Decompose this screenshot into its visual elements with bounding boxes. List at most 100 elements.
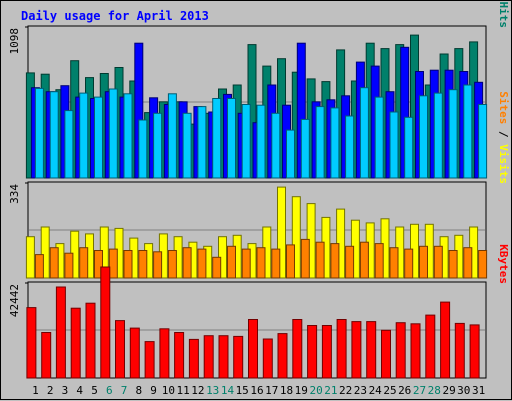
- ytick-label-hits-files-pages: 1098: [8, 28, 21, 55]
- bar-kbytes-7: [115, 320, 125, 379]
- xtick-label-13: 13: [206, 384, 219, 397]
- bar-sites-26: [404, 248, 414, 279]
- xtick-label-30: 30: [457, 384, 470, 397]
- bar-kbytes-17: [262, 338, 273, 379]
- xtick-label-21: 21: [324, 384, 337, 397]
- bar-sites-4: [79, 247, 89, 279]
- bar-pages-24: [374, 96, 384, 179]
- xtick-label-6: 6: [106, 384, 113, 397]
- xtick-label-2: 2: [47, 384, 54, 397]
- bar-sites-14: [227, 245, 236, 279]
- ytick-label-visits-sites: 334: [8, 184, 21, 204]
- bar-pages-27: [419, 95, 428, 179]
- bar-sites-22: [345, 245, 355, 279]
- legend-part-1: /: [497, 124, 510, 144]
- bar-kbytes-27: [410, 323, 421, 379]
- xtick-label-11: 11: [176, 384, 189, 397]
- bar-pages-1: [34, 87, 44, 179]
- bar-pages-6: [108, 88, 118, 179]
- bar-kbytes-29: [440, 301, 451, 379]
- bar-kbytes-8: [129, 327, 140, 379]
- bar-sites-8: [138, 250, 148, 279]
- bar-kbytes-6: [100, 266, 111, 379]
- xtick-label-12: 12: [191, 384, 204, 397]
- bar-pages-7: [123, 93, 133, 179]
- xtick-label-22: 22: [339, 384, 352, 397]
- bar-pages-14: [227, 98, 236, 179]
- bar-sites-30: [463, 247, 473, 279]
- bar-sites-1: [34, 254, 44, 279]
- right-legend-hits-files-pages: Pages / Files / Hits: [497, 1, 510, 28]
- bar-pages-28: [433, 92, 443, 179]
- bar-kbytes-18: [277, 333, 288, 379]
- bar-sites-11: [182, 247, 192, 279]
- xtick-label-28: 28: [428, 384, 441, 397]
- bar-pages-21: [330, 107, 340, 179]
- bar-kbytes-1: [26, 307, 37, 379]
- bar-sites-6: [108, 248, 118, 279]
- bar-pages-10: [167, 93, 177, 179]
- bar-sites-2: [49, 247, 59, 279]
- legend-part-0: Sites: [497, 91, 510, 124]
- bar-sites-24: [374, 243, 384, 279]
- bar-pages-25: [389, 111, 399, 179]
- xtick-label-20: 20: [309, 384, 322, 397]
- bar-visits-1: [25, 236, 35, 279]
- right-legend-visits-sites: Sites / Visits: [497, 91, 510, 184]
- xtick-label-4: 4: [76, 384, 83, 397]
- bar-visits-18: [277, 186, 286, 279]
- bar-kbytes-19: [292, 319, 303, 379]
- bar-pages-8: [138, 119, 148, 179]
- bar-pages-16: [256, 104, 266, 179]
- bar-sites-28: [433, 245, 443, 279]
- bar-sites-7: [123, 250, 133, 279]
- xtick-label-1: 1: [32, 384, 39, 397]
- xtick-label-23: 23: [354, 384, 367, 397]
- xtick-label-19: 19: [295, 384, 308, 397]
- xtick-label-17: 17: [265, 384, 278, 397]
- bar-kbytes-26: [395, 322, 406, 379]
- bar-kbytes-5: [85, 302, 96, 379]
- bar-sites-17: [271, 248, 281, 279]
- xtick-label-29: 29: [442, 384, 455, 397]
- bar-sites-18: [286, 244, 295, 279]
- bar-sites-15: [241, 248, 251, 279]
- xtick-label-31: 31: [472, 384, 485, 397]
- bar-kbytes-25: [381, 329, 391, 379]
- bar-sites-19: [300, 238, 310, 279]
- bar-pages-15: [241, 104, 251, 179]
- xtick-label-10: 10: [162, 384, 175, 397]
- xtick-label-26: 26: [398, 384, 411, 397]
- bar-kbytes-3: [55, 286, 66, 379]
- xtick-label-9: 9: [150, 384, 157, 397]
- bar-sites-5: [94, 250, 103, 279]
- chart-title: Daily usage for April 2013: [21, 9, 209, 23]
- xtick-label-18: 18: [280, 384, 293, 397]
- bar-kbytes-23: [351, 321, 362, 379]
- bar-pages-30: [463, 84, 473, 179]
- legend-part-3: /: [497, 1, 510, 2]
- bar-sites-10: [167, 250, 177, 279]
- bar-kbytes-10: [159, 328, 170, 379]
- ytick-label-kbytes: 42442: [8, 284, 21, 317]
- bar-kbytes-15: [233, 335, 244, 379]
- bar-pages-22: [345, 115, 355, 179]
- bar-sites-20: [315, 241, 325, 279]
- legend-part-4: Hits: [497, 2, 510, 29]
- bar-pages-11: [182, 112, 192, 179]
- bar-kbytes-13: [203, 335, 214, 379]
- bar-pages-31: [478, 104, 488, 179]
- bar-pages-19: [300, 118, 310, 179]
- bar-kbytes-16: [248, 319, 258, 379]
- bar-sites-27: [419, 245, 428, 279]
- bar-pages-20: [315, 106, 325, 179]
- bar-kbytes-2: [41, 332, 52, 379]
- legend-part-2: Visits: [497, 144, 510, 184]
- bar-kbytes-31: [469, 324, 480, 379]
- bar-pages-18: [286, 129, 295, 179]
- right-legend-kbytes: KBytes: [497, 244, 510, 284]
- bar-sites-25: [389, 247, 399, 279]
- bar-kbytes-22: [336, 319, 347, 379]
- bar-pages-13: [212, 98, 222, 179]
